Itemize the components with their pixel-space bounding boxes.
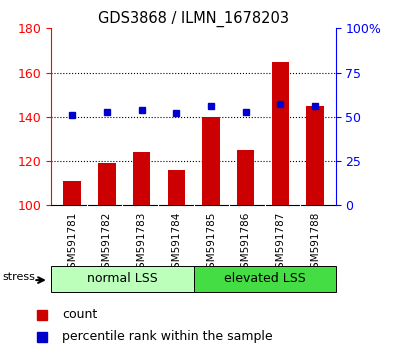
Bar [202, 117, 220, 205]
Bar [51, 266, 194, 292]
Text: stress: stress [3, 273, 36, 282]
Bar [194, 266, 336, 292]
Text: elevated LSS: elevated LSS [224, 272, 305, 285]
Text: percentile rank within the sample: percentile rank within the sample [62, 330, 273, 343]
Text: normal LSS: normal LSS [87, 272, 158, 285]
Bar [306, 106, 324, 205]
Bar [237, 150, 254, 205]
Title: GDS3868 / ILMN_1678203: GDS3868 / ILMN_1678203 [98, 11, 289, 27]
Bar [167, 170, 185, 205]
Bar [64, 181, 81, 205]
Bar [133, 152, 150, 205]
Bar [272, 62, 289, 205]
Text: count: count [62, 308, 97, 321]
Bar [98, 163, 115, 205]
